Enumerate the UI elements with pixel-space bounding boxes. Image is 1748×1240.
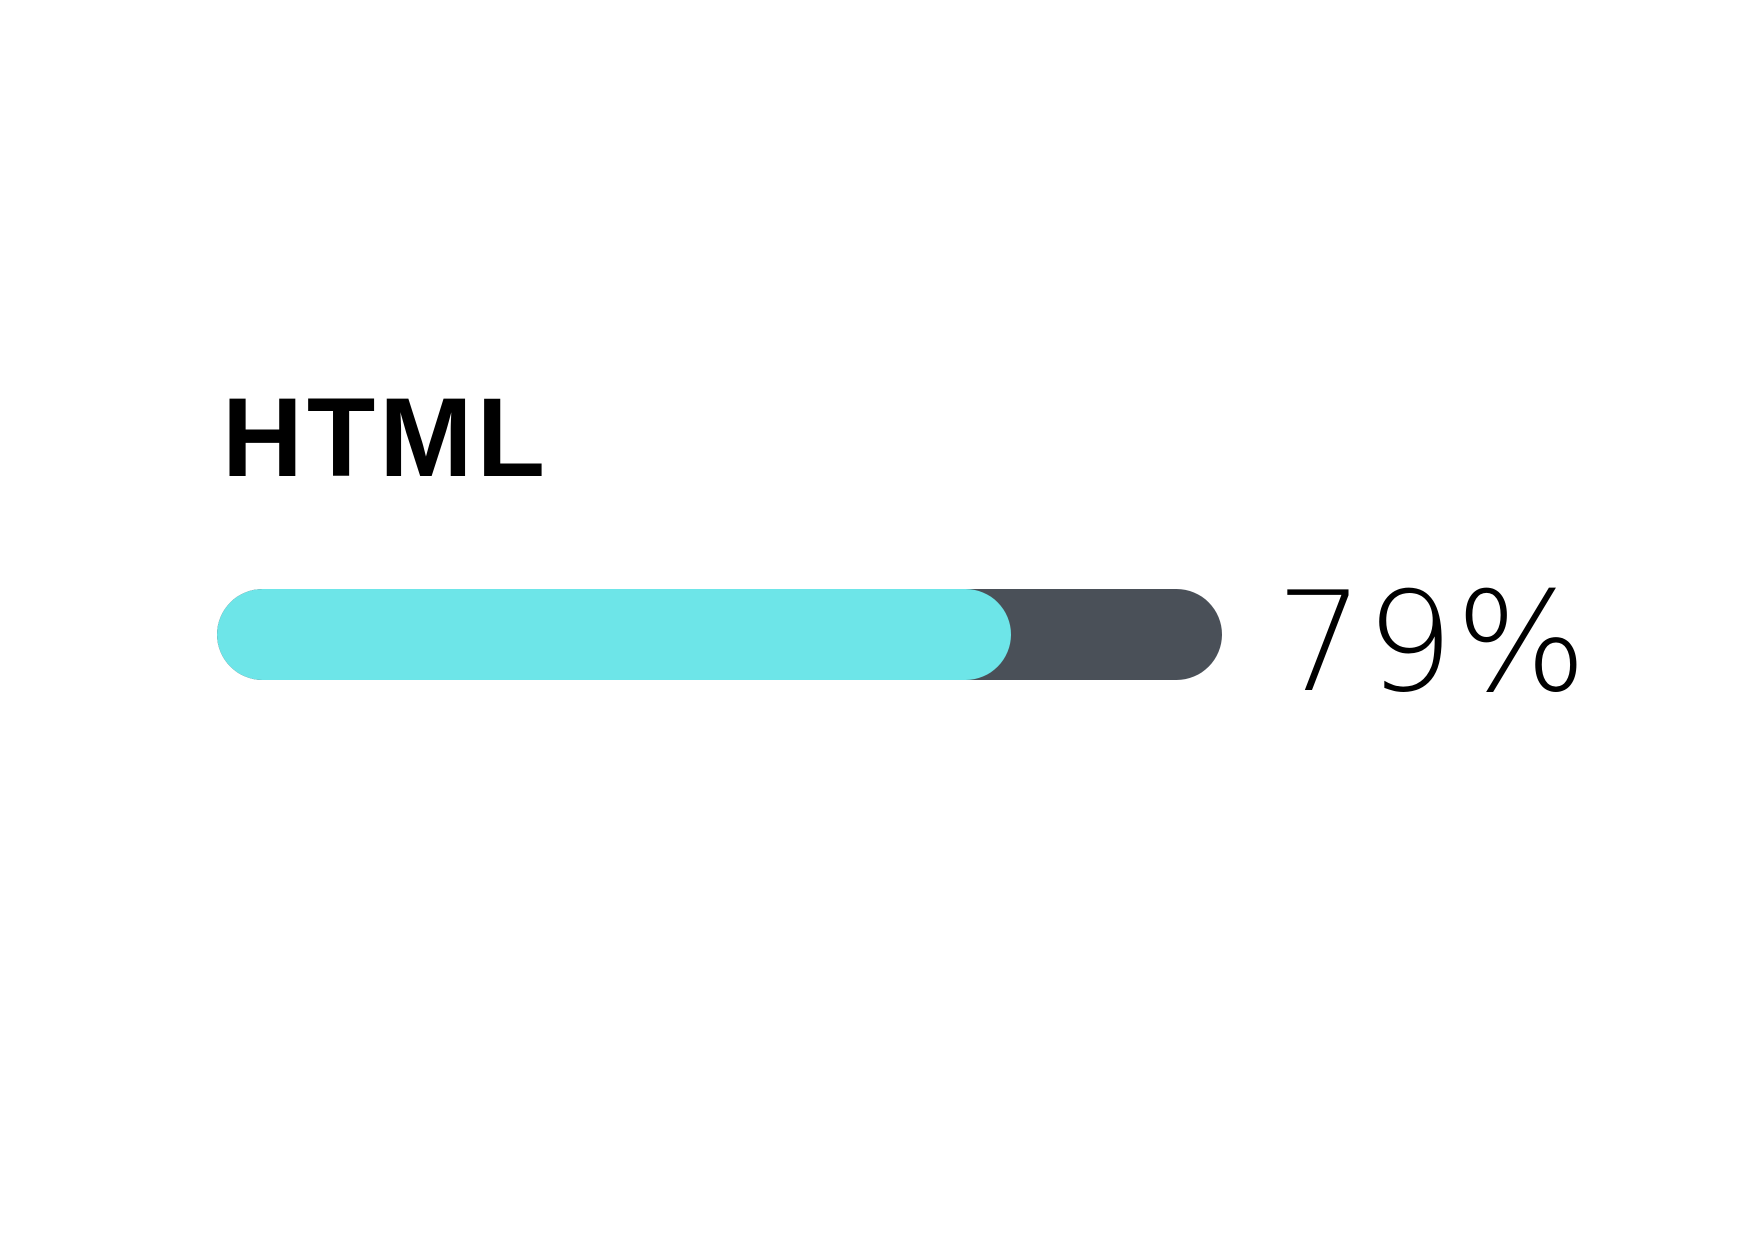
progress-bar-fill [217, 589, 1011, 680]
progress-bar-track [217, 589, 1222, 680]
skill-title: HTML [222, 375, 550, 500]
progress-percent-label: 79% [1276, 562, 1589, 723]
